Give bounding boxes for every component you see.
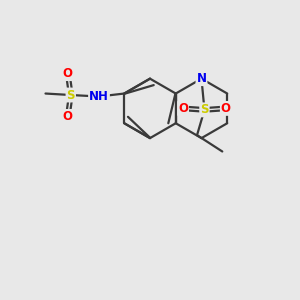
Text: S: S	[200, 103, 209, 116]
Text: O: O	[63, 67, 73, 80]
Text: N: N	[196, 72, 206, 85]
Text: NH: NH	[89, 90, 109, 103]
Text: O: O	[63, 110, 73, 123]
Text: O: O	[221, 102, 231, 115]
Text: S: S	[67, 88, 75, 101]
Text: O: O	[178, 102, 188, 115]
